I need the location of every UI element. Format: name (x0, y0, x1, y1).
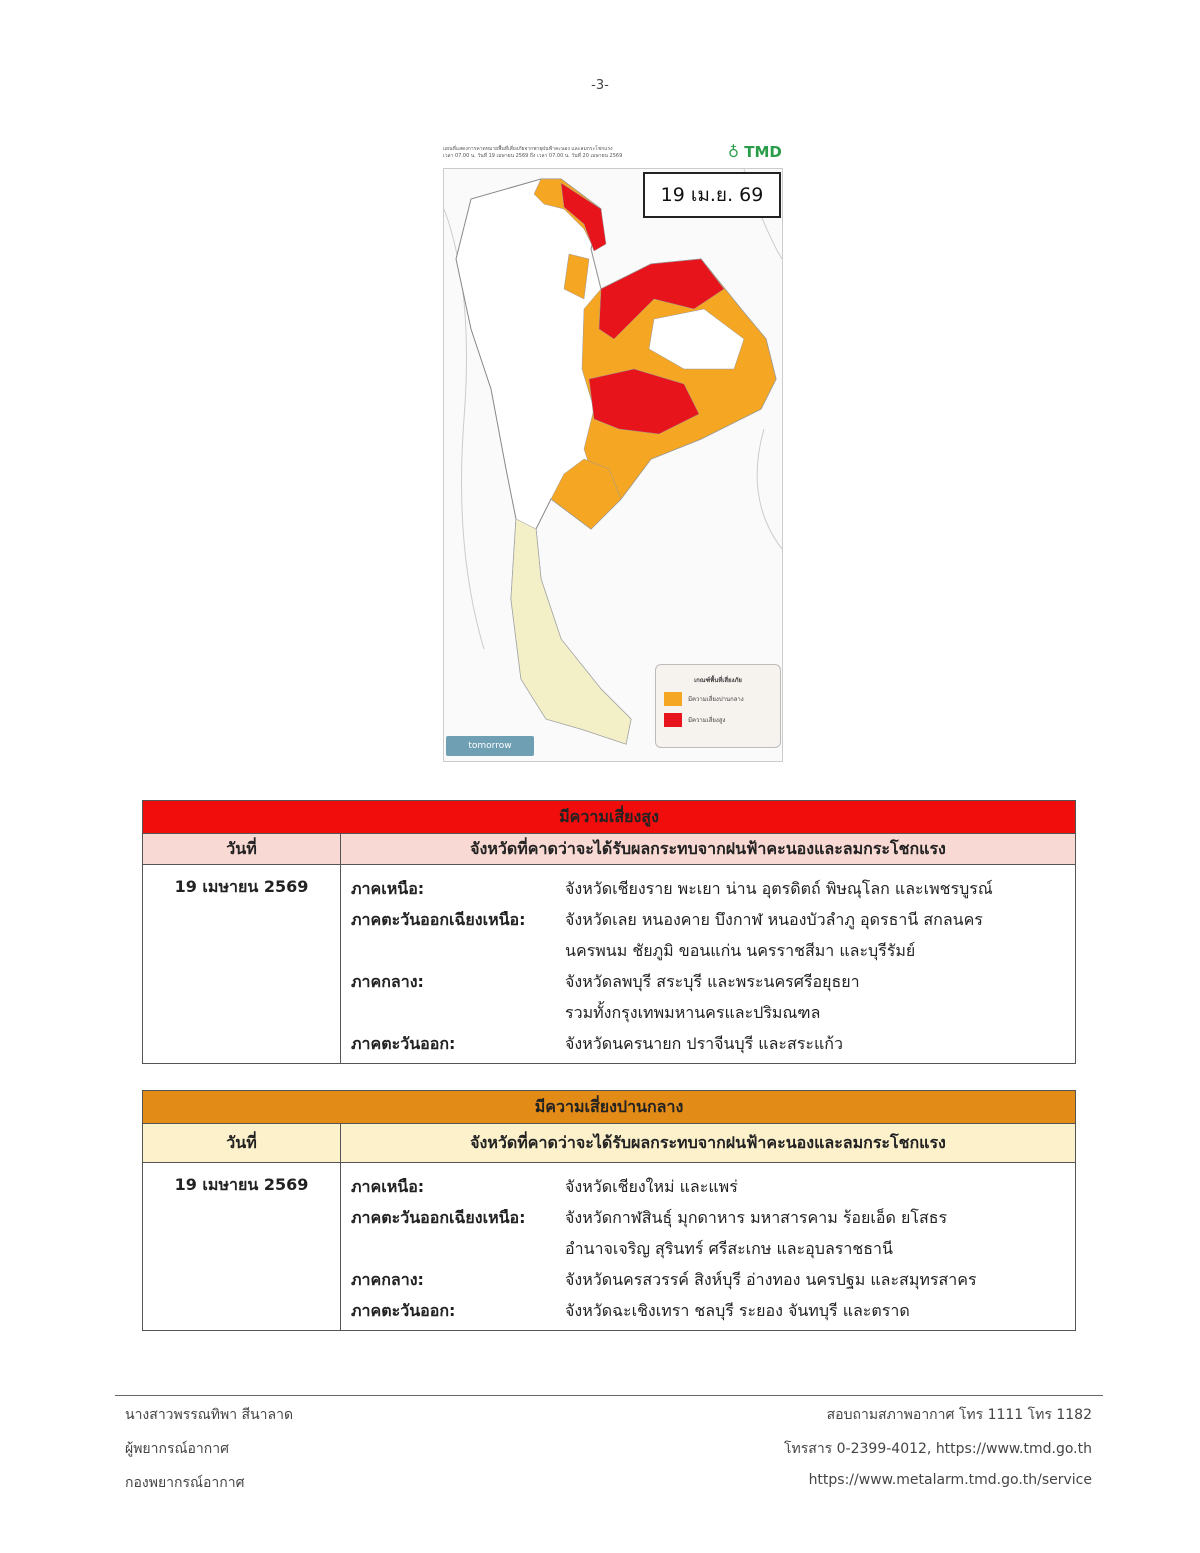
legend-label: มีความเสี่ยงปานกลาง (688, 696, 744, 703)
date-cell: 19 เมษายน 2569 (142, 1162, 341, 1331)
tomorrow-watermark: tomorrow (446, 736, 534, 756)
regions-cell: ภาคเหนือ: จังหวัดเชียงใหม่ และแพร่ ภาคตะว… (340, 1162, 1076, 1331)
legend-label: มีความเสี่ยงสูง (688, 717, 726, 724)
col-header-date: วันที่ (142, 833, 341, 865)
regions-cell: ภาคเหนือ: จังหวัดเชียงราย พะเยา น่าน อุตร… (340, 864, 1076, 1064)
table-title: มีความเสี่ยงปานกลาง (142, 1090, 1076, 1124)
region-label: ภาคตะวันออกเฉียงเหนือ: (351, 1208, 526, 1227)
date-cell: 19 เมษายน 2569 (142, 864, 341, 1064)
region-row: ภาคกลาง: จังหวัดลพบุรี สระบุรี และพระนครศ… (351, 966, 1075, 1028)
thailand-map (443, 168, 783, 745)
moderate-risk-area (533, 178, 605, 250)
high-risk-area (598, 258, 725, 340)
province-list: จังหวัดกาฬสินธุ์ มุกดาหาร มหาสารคาม ร้อย… (565, 1208, 948, 1227)
region-row: ภาคเหนือ: จังหวัดเชียงราย พะเยา น่าน อุตร… (351, 873, 1075, 904)
forecaster-division: กองพยากรณ์อากาศ (125, 1475, 245, 1491)
metalarm-link[interactable]: https://www.metalarm.tmd.go.th/service (808, 1472, 1092, 1488)
province-list: จังหวัดเชียงราย พะเยา น่าน อุตรดิตถ์ พิษ… (565, 879, 993, 898)
province-list: จังหวัดเลย หนองคาย บึงกาฬ หนองบัวลำภู อุ… (565, 910, 983, 929)
forecaster-name: นางสาวพรรณทิพา สีนาลาด (125, 1407, 294, 1423)
region-label: ภาคตะวันออกเฉียงเหนือ: (351, 910, 526, 929)
province-list: จังหวัดนครนายก ปราจีนบุรี และสระแก้ว (565, 1034, 843, 1053)
map-title: แผนที่แสดงการคาดหมายพื้นที่เสี่ยงภัยจากพ… (443, 146, 613, 152)
province-list: จังหวัดนครสวรรค์ สิงห์บุรี อ่างทอง นครปฐ… (565, 1270, 977, 1289)
high-risk-table: มีความเสี่ยงสูง วันที่ จังหวัดที่คาดว่าจ… (142, 800, 1076, 1064)
region-label: ภาคตะวันออก: (351, 1301, 456, 1320)
moderate-risk-area (550, 458, 622, 530)
region-label: ภาคกลาง: (351, 972, 424, 991)
legend-swatch-high (664, 713, 682, 727)
province-list: จังหวัดฉะเชิงเทรา ชลบุรี ระยอง จันทบุรี … (565, 1301, 910, 1320)
legend-swatch-moderate (664, 692, 682, 706)
map-header: แผนที่แสดงการคาดหมายพื้นที่เสี่ยงภัยจากพ… (443, 146, 743, 160)
province-list: อำนาจเจริญ สุรินทร์ ศรีสะเกษ และอุบลราชธ… (565, 1239, 893, 1258)
moderate-risk-table: มีความเสี่ยงปานกลาง วันที่ จังหวัดที่คาด… (142, 1090, 1076, 1331)
province-list: รวมทั้งกรุงเทพมหานครและปริมณฑล (565, 1003, 821, 1022)
region-row: ภาคตะวันออกเฉียงเหนือ: จังหวัดกาฬสินธุ์ ม… (351, 1202, 1075, 1264)
col-header-provinces: จังหวัดที่คาดว่าจะได้รับผลกระทบจากฝนฟ้าค… (340, 833, 1076, 865)
province-list: จังหวัดลพบุรี สระบุรี และพระนครศรีอยุธยา (565, 972, 860, 991)
neighbor-border (756, 428, 783, 550)
high-risk-area (588, 368, 700, 435)
region-label: ภาคเหนือ: (351, 879, 425, 898)
region-row: ภาคกลาง: จังหวัดนครสวรรค์ สิงห์บุรี อ่างท… (351, 1264, 1075, 1295)
contact-fax-website[interactable]: โทรสาร 0-2399-4012, https://www.tmd.go.t… (784, 1441, 1092, 1457)
map-period: เวลา 07.00 น. วันที่ 19 เมษายน 2569 ถึง … (443, 153, 623, 159)
south-region (510, 518, 632, 745)
col-header-date: วันที่ (142, 1123, 341, 1163)
province-list: จังหวัดเชียงใหม่ และแพร่ (565, 1177, 738, 1196)
region-row: ภาคตะวันออก: จังหวัดนครนายก ปราจีนบุรี แล… (351, 1028, 1075, 1059)
central-region (648, 308, 745, 370)
region-row: ภาคเหนือ: จังหวัดเชียงใหม่ และแพร่ (351, 1171, 1075, 1202)
region-label: ภาคกลาง: (351, 1270, 424, 1289)
region-row: ภาคตะวันออก: จังหวัดฉะเชิงเทรา ชลบุรี ระย… (351, 1295, 1075, 1326)
risk-map (443, 168, 783, 762)
contact-phone: สอบถามสภาพอากาศ โทร 1111 โทร 1182 (826, 1407, 1092, 1423)
region-label: ภาคตะวันออก: (351, 1034, 456, 1053)
page-number: -3- (591, 78, 609, 93)
high-risk-area (560, 182, 607, 252)
map-date-label: 19 เม.ย. 69 (643, 172, 781, 218)
col-header-provinces: จังหวัดที่คาดว่าจะได้รับผลกระทบจากฝนฟ้าค… (340, 1123, 1076, 1163)
province-list: นครพนม ชัยภูมิ ขอนแก่น นครราชสีมา และบุร… (565, 941, 916, 960)
forecaster-title: ผู้พยากรณ์อากาศ (125, 1441, 229, 1457)
table-title: มีความเสี่ยงสูง (142, 800, 1076, 834)
moderate-risk-area (563, 253, 590, 300)
footer-divider (115, 1395, 1103, 1396)
tmd-logo: ♁ TMD (728, 143, 782, 161)
legend-title: เกณฑ์พื้นที่เสี่ยงภัย (694, 677, 742, 684)
legend-item-moderate: มีความเสี่ยงปานกลาง (664, 692, 780, 706)
region-row: ภาคตะวันออกเฉียงเหนือ: จังหวัดเลย หนองคาย… (351, 904, 1075, 966)
map-legend: เกณฑ์พื้นที่เสี่ยงภัย มีความเสี่ยงปานกลา… (655, 664, 781, 748)
region-label: ภาคเหนือ: (351, 1177, 425, 1196)
legend-item-high: มีความเสี่ยงสูง (664, 713, 780, 727)
